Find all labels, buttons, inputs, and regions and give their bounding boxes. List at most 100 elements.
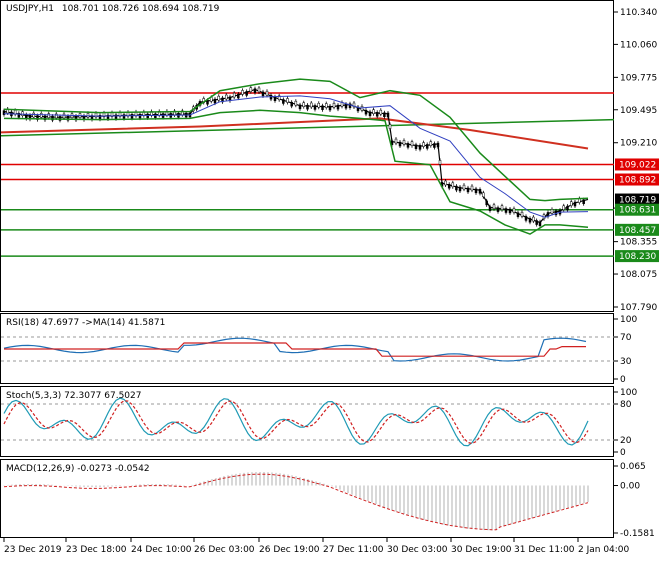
rsi-tick-label: 0 [620,375,626,385]
level-label-bg [615,223,659,236]
candle-body [410,141,414,146]
candle-body [406,143,410,148]
stoch-main-line [3,397,589,447]
candle-body [425,144,429,149]
candle-body [520,211,524,217]
candle-body [388,124,392,129]
candle-body [249,87,253,92]
macd-tick-label: 0.065 [620,462,646,472]
chart-ohlc: 108.701 108.726 108.694 108.719 [62,4,220,14]
candle-body [336,104,340,110]
candle-body [496,207,500,212]
candle-body [566,205,569,211]
candle-body [232,92,236,98]
rsi-title: RSI(18) 47.6977 ->MA(14) 41.5871 [6,318,165,328]
level-label-bg [615,203,659,216]
price-tick-label: 110.060 [620,40,657,50]
macd-panel [0,459,614,538]
candle-body [570,201,573,206]
candle-body [364,109,368,115]
price-tick-label: 110.340 [620,8,657,18]
time-tick-label: 27 Dec 11:00 [323,545,384,555]
rsi-signal-line [4,342,586,357]
level-label-bg [615,250,659,263]
time-tick-label: 30 Dec 03:00 [387,545,448,555]
candle-body [414,144,418,149]
candle-body [17,113,21,118]
candle-body [535,220,538,225]
price-tick-label: 109.775 [620,73,657,83]
candle-body [321,105,324,110]
stoch-tick-label: 80 [620,400,632,410]
candle-body [282,99,285,104]
candle-body [257,87,261,93]
candle-body [528,217,532,223]
macd-signal-line [3,473,589,531]
candle-body [532,216,535,222]
candle-body [237,93,240,99]
price-tick-label: 108.075 [620,270,657,280]
candle-body [221,97,224,103]
macd-tick-label: 0.00 [620,482,640,492]
candle-body [394,138,398,144]
level-label: 108.719 [619,196,656,206]
candle-body [290,101,293,107]
rsi-tick-label: 70 [620,333,632,343]
level-label: 109.022 [619,160,656,170]
moving-average-short [3,95,589,218]
price-tick-label: 107.790 [620,303,657,313]
candle-body [302,102,305,107]
candle-body [470,185,474,191]
stoch-tick-label: 100 [620,388,637,398]
candle-body [455,185,458,191]
candle-body [130,114,134,119]
macd-tick-label: -0.1581 [620,529,655,539]
candle-body [306,104,309,110]
candle-body [562,205,565,211]
candle-body [47,113,50,118]
candle-body [261,91,265,97]
candle-body [482,192,485,198]
candle-body [217,95,220,101]
rsi-main-line [3,337,587,362]
price-tick-label: 109.495 [620,106,657,116]
candle-body [438,160,442,165]
candle-body [122,114,126,119]
candle-body [422,142,425,147]
candle-body [478,189,482,194]
candle-body [368,111,372,117]
time-tick-label: 26 Dec 19:00 [259,545,320,555]
candle-body [383,112,386,117]
candle-body [451,182,455,188]
candle-body [500,205,504,210]
candle-body [265,90,269,96]
price-tick-label: 108.355 [620,238,657,248]
time-tick-label: 30 Dec 19:00 [451,545,512,555]
candle-body [386,112,390,118]
candle-body [317,103,320,108]
stoch-tick-label: 20 [620,436,632,446]
candle-body [402,140,406,145]
candle-body [273,96,277,102]
candle-body [332,102,336,108]
level-label: 108.631 [619,206,656,216]
candle-body [43,115,47,121]
candle-body [225,94,228,100]
trend-line [0,118,615,137]
candle-body [504,208,508,213]
candle-body [573,201,577,207]
candle-body [462,184,466,190]
candle-body [492,204,496,210]
time-tick-label: 23 Dec 2019 [4,545,62,555]
candle-body [433,143,436,148]
time-tick-label: 26 Dec 03:00 [194,545,255,555]
candle-body [245,91,248,96]
candle-body [55,113,58,119]
candle-body [418,145,422,150]
bollinger-upper [3,78,589,202]
candle-body [32,112,35,118]
chart-symbol: USDJPY,H1 [6,4,54,14]
candle-body [241,90,244,95]
candle-body [2,110,6,115]
